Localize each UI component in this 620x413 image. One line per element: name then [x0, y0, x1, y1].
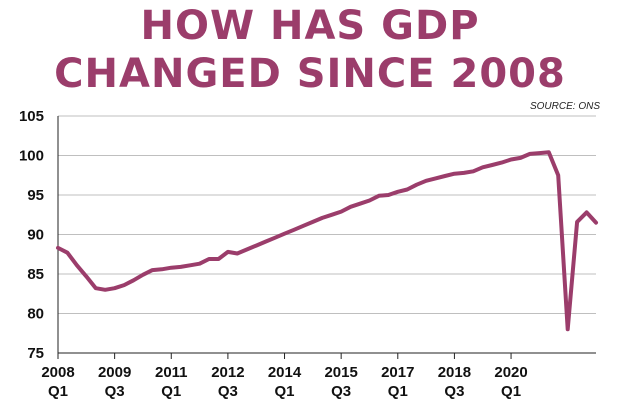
gridlines [58, 115, 596, 314]
x-tick-year-2018: 2018 [438, 364, 471, 381]
y-tick-label-105: 105 [19, 108, 44, 125]
x-tick-year-2012: 2012 [211, 364, 244, 381]
axes [57, 116, 596, 354]
chart-title-line2: CHANGED SINCE 2008 [54, 51, 566, 97]
y-tick-label-85: 85 [27, 266, 44, 283]
y-tick-label-100: 100 [19, 148, 44, 165]
y-tick-labels: 75 80 85 90 95 100 105 [19, 108, 44, 362]
x-tick-quarter: Q1 [48, 383, 68, 400]
source-note: SOURCE: ONS [529, 101, 600, 112]
x-tick-year-2011: 2011 [155, 364, 188, 381]
x-tick-quarter: Q1 [275, 383, 295, 400]
x-tick-year-2015: 2015 [324, 364, 357, 381]
x-tick-year-2009: 2009 [98, 364, 131, 381]
y-tick-label-90: 90 [27, 227, 44, 244]
x-tick-quarter: Q1 [388, 383, 408, 400]
chart-title-line1: HOW HAS GDP [140, 3, 480, 49]
y-tick-label-80: 80 [27, 306, 44, 323]
x-tick-quarter: Q3 [331, 383, 351, 400]
x-tick-labels: 2008 Q1 2009 Q3 2011 Q1 2012 Q3 2014 Q1 2015 Q3 2017… [41, 353, 528, 400]
y-tick-label-95: 95 [27, 187, 44, 204]
x-tick-quarter: Q3 [218, 383, 238, 400]
x-tick-quarter: Q3 [105, 383, 125, 400]
x-tick-year-2020: 2020 [494, 364, 527, 381]
x-tick-year-2008: 2008 [41, 364, 74, 381]
x-tick-quarter: Q1 [161, 383, 181, 400]
x-tick-year-2017: 2017 [381, 364, 414, 381]
y-tick-label-75: 75 [27, 345, 44, 362]
x-tick-year-2014: 2014 [268, 364, 302, 381]
series-group [56, 150, 598, 332]
gdp-series-line [56, 150, 598, 332]
x-tick-quarter: Q3 [444, 383, 464, 400]
x-tick-quarter: Q1 [501, 383, 521, 400]
